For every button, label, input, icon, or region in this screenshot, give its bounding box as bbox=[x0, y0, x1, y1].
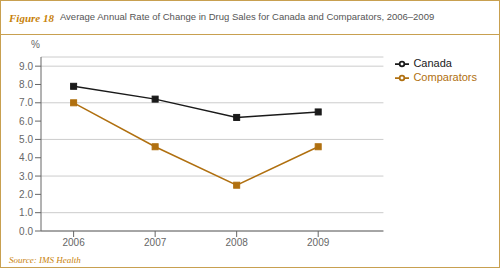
svg-text:8.0: 8.0 bbox=[19, 79, 33, 90]
html-text:Figure 18: Figure 18 bbox=[9, 11, 54, 24]
svg-text:2006: 2006 bbox=[62, 237, 85, 248]
svg-text:7.0: 7.0 bbox=[19, 97, 33, 108]
svg-text:6.0: 6.0 bbox=[19, 116, 33, 127]
svg-text:4.0: 4.0 bbox=[19, 152, 33, 163]
svg-text:1.0: 1.0 bbox=[19, 207, 33, 218]
svg-text:2008: 2008 bbox=[226, 237, 249, 248]
svg-text:2009: 2009 bbox=[307, 237, 330, 248]
html-text:Canada: Canada bbox=[413, 57, 452, 69]
svg-text:5.0: 5.0 bbox=[19, 134, 33, 145]
html-text:Average Annual Rate of Change: Average Annual Rate of Change in Drug Sa… bbox=[59, 11, 435, 22]
html-text:Source: IMS Health: Source: IMS Health bbox=[9, 255, 81, 265]
svg-text:2007: 2007 bbox=[144, 237, 167, 248]
svg-text:9.0: 9.0 bbox=[19, 61, 33, 72]
svg-text:0.0: 0.0 bbox=[19, 226, 33, 237]
svg-text:3.0: 3.0 bbox=[19, 171, 33, 182]
html-text:Comparators: Comparators bbox=[413, 71, 477, 84]
svg-text:2.0: 2.0 bbox=[19, 189, 33, 200]
